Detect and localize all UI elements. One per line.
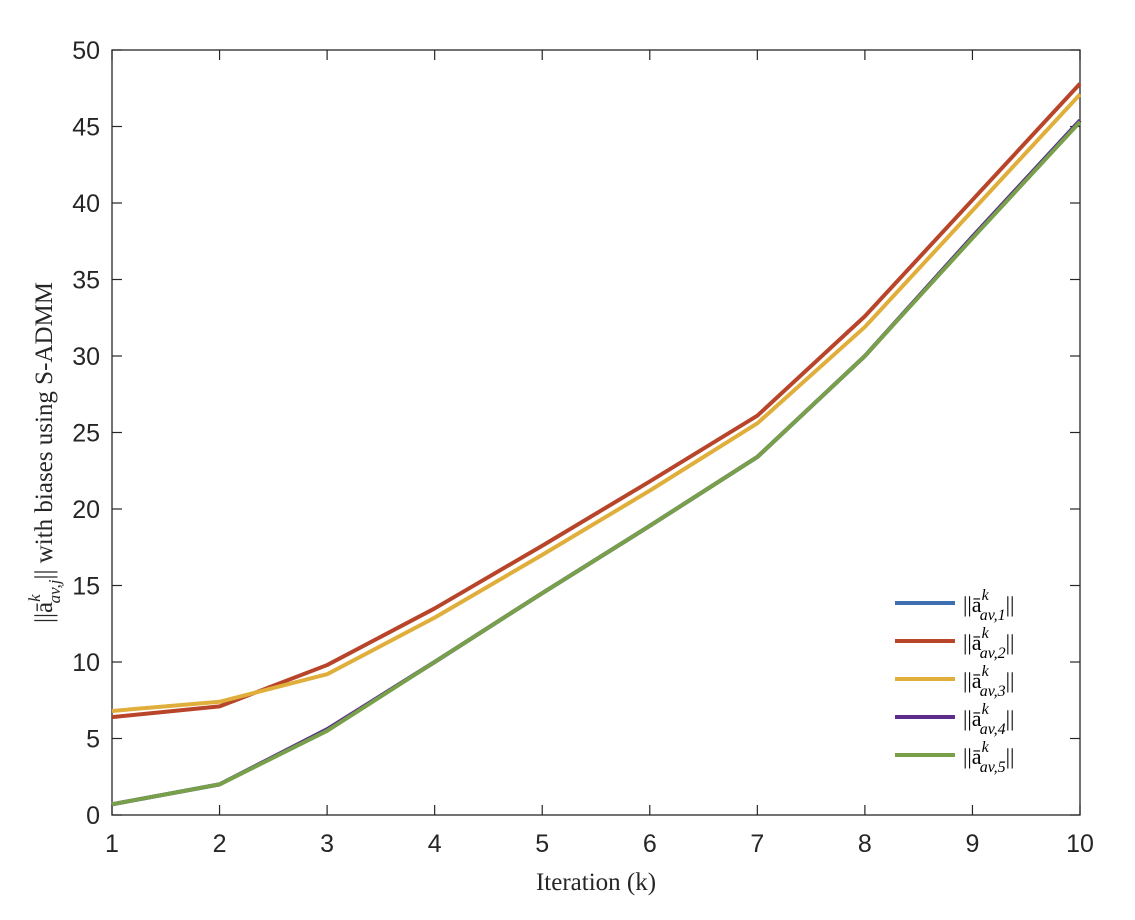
legend-label-5: ||āk av,5|| (963, 739, 1014, 776)
legend-label-sub: av,2 (980, 645, 1006, 662)
x-tick-label: 4 (428, 830, 442, 858)
y-tick-label: 50 (72, 37, 100, 65)
x-tick-label: 3 (320, 830, 334, 858)
legend-label-2: ||āk av,2|| (963, 625, 1014, 662)
series-line-4 (111, 119, 1082, 807)
legend-label-base: ||ā (963, 744, 982, 769)
legend-label-sup: k (982, 663, 990, 680)
x-tick-label: 6 (643, 830, 657, 858)
y-tick-label: 40 (72, 190, 100, 218)
legend-label-3: ||āk av,3|| (963, 663, 1014, 700)
legend-label-sup: k (982, 701, 990, 718)
series-line-5 (111, 120, 1082, 807)
legend-label-base: ||ā (963, 668, 982, 693)
y-tick-label: 30 (72, 343, 100, 371)
legend-label-sup: k (982, 739, 990, 756)
x-tick-label: 1 (105, 830, 119, 858)
y-tick-label: 5 (86, 726, 100, 754)
legend-label-sub: av,1 (980, 607, 1006, 624)
y-axis-label-base: ||ā (31, 602, 58, 623)
x-tick-label: 8 (858, 830, 872, 858)
series-line-2 (111, 82, 1082, 720)
x-tick-label: 9 (965, 830, 979, 858)
series-line-3 (111, 93, 1082, 713)
legend-label-tail: || (1006, 744, 1015, 769)
series-lines (111, 82, 1082, 807)
x-axis-label: Iteration (k) (536, 869, 656, 896)
y-tick-label: 10 (72, 649, 100, 677)
legend-label-sub: av,5 (980, 759, 1006, 776)
legend-label-sup: k (982, 625, 990, 642)
legend-label-4: ||āk av,4|| (963, 701, 1014, 738)
legend-label-tail: || (1006, 706, 1015, 731)
y-tick-label: 25 (72, 420, 100, 448)
x-tick-label: 10 (1066, 830, 1094, 858)
y-axis-label-tail: || with biases using S-ADMM (31, 282, 58, 580)
legend-label-tail: || (1006, 630, 1015, 655)
legend-label-base: ||ā (963, 592, 982, 617)
legend-label-tail: || (1006, 592, 1015, 617)
series-line-1 (111, 119, 1082, 807)
y-axis-label-sup: k (25, 594, 44, 602)
x-tick-label: 5 (535, 830, 549, 858)
legend-label-tail: || (1006, 668, 1015, 693)
x-tick-label: 7 (750, 830, 764, 858)
y-tick-label: 20 (72, 496, 100, 524)
y-axis-label: ||ākav,j|| with biases using S-ADMM (25, 282, 64, 623)
x-tick-label: 2 (213, 830, 227, 858)
y-axis-label-sub: av,j (45, 579, 64, 603)
legend-label-sub: av,4 (980, 721, 1006, 738)
legend: ||āk av,1||||āk av,2||||āk av,3||||āk av,4||… (895, 587, 1014, 776)
legend-label-sup: k (982, 587, 990, 604)
plot-frame (111, 49, 1081, 816)
legend-label-base: ||ā (963, 630, 982, 655)
y-tick-label: 35 (72, 267, 100, 295)
y-tick-label: 45 (72, 114, 100, 142)
legend-label-1: ||āk av,1|| (963, 587, 1014, 624)
y-tick-label: 0 (86, 802, 100, 830)
legend-label-base: ||ā (963, 706, 982, 731)
y-tick-label: 15 (72, 573, 100, 601)
legend-label-sub: av,3 (980, 683, 1006, 700)
